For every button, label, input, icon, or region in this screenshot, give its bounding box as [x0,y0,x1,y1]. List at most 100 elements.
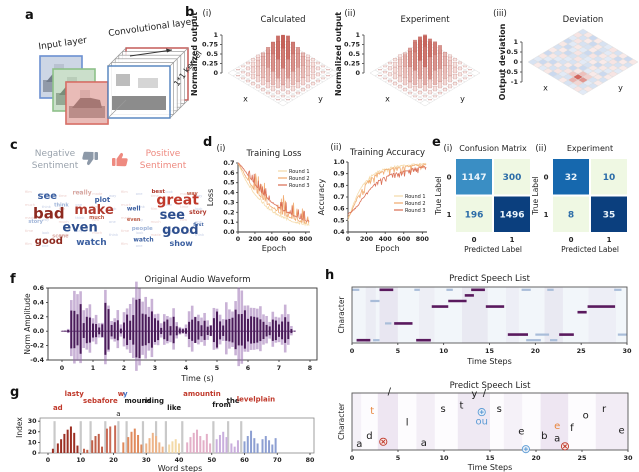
svg-text:6: 6 [246,365,251,372]
d_ii-series-round-3 [347,165,427,215]
cloud-word: great [156,193,199,209]
svg-text:one: one [136,244,143,248]
e_ii-value-1-1: 35 [603,210,616,220]
svg-text:0.25: 0.25 [202,60,219,68]
svg-text:1.0: 1.0 [333,159,345,166]
g-word: the [226,397,239,405]
svg-text:0.4: 0.4 [333,229,345,236]
svg-text:1: 1 [91,365,95,372]
svg-text:Sentiment: Sentiment [140,161,187,171]
h-top-title: Predict Speech List [449,274,531,284]
svg-text:0.9: 0.9 [333,171,344,178]
svg-text:200: 200 [360,236,374,243]
svg-text:0.5: 0.5 [206,50,218,58]
svg-text:much: much [59,220,69,224]
e_i-cell-0-0 [454,157,494,197]
svg-text:0.6: 0.6 [223,170,235,177]
svg-text:-0.5: -0.5 [504,68,519,76]
cloud-word: scene [52,233,69,239]
svg-text:0: 0 [32,450,37,457]
predicted-char: / [483,388,487,399]
predicted-char: t [460,400,464,411]
predicted-char: o [583,411,589,422]
negative-sentiment-label: Negative [35,149,76,159]
svg-text:way: way [109,194,117,198]
svg-text:10: 10 [439,454,449,462]
d_ii-series-round-2 [347,162,427,218]
svg-text:0.2: 0.2 [223,209,234,216]
f-xlabel: Time (s) [180,374,214,383]
cloud-word: people [132,226,153,232]
svg-text:5: 5 [215,365,219,372]
svg-text:0.5: 0.5 [333,217,344,224]
cloud-word: good [162,223,198,238]
b_iii-title: Deviation [563,15,604,25]
svg-text:think: think [75,216,85,220]
svg-text:look: look [136,231,144,235]
input-layer-label: Input layer [38,36,88,53]
e_i-cell-1-1 [492,194,532,234]
svg-text:made: made [180,192,191,196]
svg-text:0: 0 [544,173,549,181]
g-word: ad [53,404,63,412]
svg-text:way: way [42,218,50,222]
cloud-word: see [160,208,186,223]
g-word: amountin [183,390,221,398]
g-word: levelplain [237,396,275,404]
svg-text:20: 20 [531,347,541,355]
svg-text:200: 200 [248,236,262,243]
e_ii-value-0-0: 32 [565,173,578,183]
svg-text:look: look [75,190,83,194]
svg-text:5: 5 [396,454,401,462]
legend-d_i-0: Round 1 [289,169,310,175]
e_i-value-0-1: 300 [503,173,522,183]
svg-text:50: 50 [207,457,216,464]
g-word: lasty [65,390,85,398]
cross-circle-icon [379,437,388,446]
svg-text:1: 1 [355,31,360,39]
svg-text:0: 0 [350,454,355,462]
cloud-word: even [62,220,97,235]
svg-text:look: look [42,231,50,235]
svg-text:15: 15 [485,454,495,462]
e_ii-value-0-1: 10 [603,173,616,183]
d_ii-marker: (ii) [330,143,341,153]
svg-text:0: 0 [513,58,518,66]
g-word: sebafore [83,397,118,405]
svg-text:look: look [109,207,117,211]
svg-text:0.75: 0.75 [202,41,219,49]
svg-text:Sentiment: Sentiment [32,161,79,171]
e_i-xlabel: Predicted Label [464,245,522,254]
cloud-word: story [189,209,207,216]
svg-text:800: 800 [416,236,430,243]
panel-c-wordclouds: Negative Sentiment Positive Sentiment film on… [25,149,207,248]
predicted-char: e [518,427,524,438]
svg-text:25: 25 [577,347,587,355]
predicted-char: t [370,406,374,417]
svg-text:0: 0 [355,69,360,77]
svg-text:time: time [151,194,160,198]
g-annotation: a [116,410,120,418]
plus-circle-icon [521,445,530,454]
svg-text:-0.4: -0.4 [30,357,44,364]
h-bottom-title: Predict Speech List [450,381,532,391]
svg-text:time: time [180,205,189,209]
svg-text:-0.2: -0.2 [30,343,44,350]
legend-d_i-1: Round 2 [289,176,310,182]
d_ii-ylabel: Accuracy [317,178,326,215]
g-word: rising [142,397,164,405]
svg-text:0.7: 0.7 [223,160,234,167]
svg-text:film: film [59,207,66,211]
svg-text:one: one [109,220,116,224]
predicted-char: s [440,404,445,415]
conv-slice-0 [107,65,171,119]
chart-f: 0.6 0.4 0.2 0.0 -0.2 -0.4 0 1 2 3 4 5 6 7 8 Original Au… [23,275,318,383]
g-word: y [123,390,128,398]
svg-text:60: 60 [240,457,249,464]
b_i-zlabel: Normalized output [190,12,199,96]
svg-text:one: one [42,244,49,248]
d_i-xlabel: Epoch [262,244,287,253]
b_ii-title: Experiment [400,15,450,25]
